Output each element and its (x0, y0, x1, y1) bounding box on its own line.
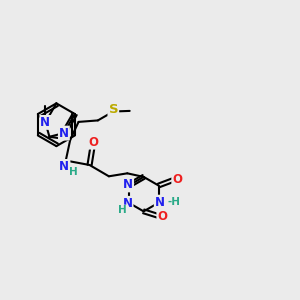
Text: N: N (59, 160, 69, 173)
Text: N: N (59, 160, 69, 173)
Text: H: H (118, 205, 127, 215)
Text: H: H (69, 167, 78, 177)
Text: N: N (122, 197, 133, 210)
Text: N: N (40, 116, 50, 129)
Text: N: N (59, 127, 69, 140)
Text: -H: -H (167, 197, 181, 207)
Text: S: S (109, 103, 118, 116)
Text: O: O (158, 210, 167, 223)
Text: O: O (88, 136, 98, 148)
Text: O: O (172, 173, 182, 186)
Text: N: N (155, 196, 165, 209)
Text: N: N (123, 178, 133, 191)
